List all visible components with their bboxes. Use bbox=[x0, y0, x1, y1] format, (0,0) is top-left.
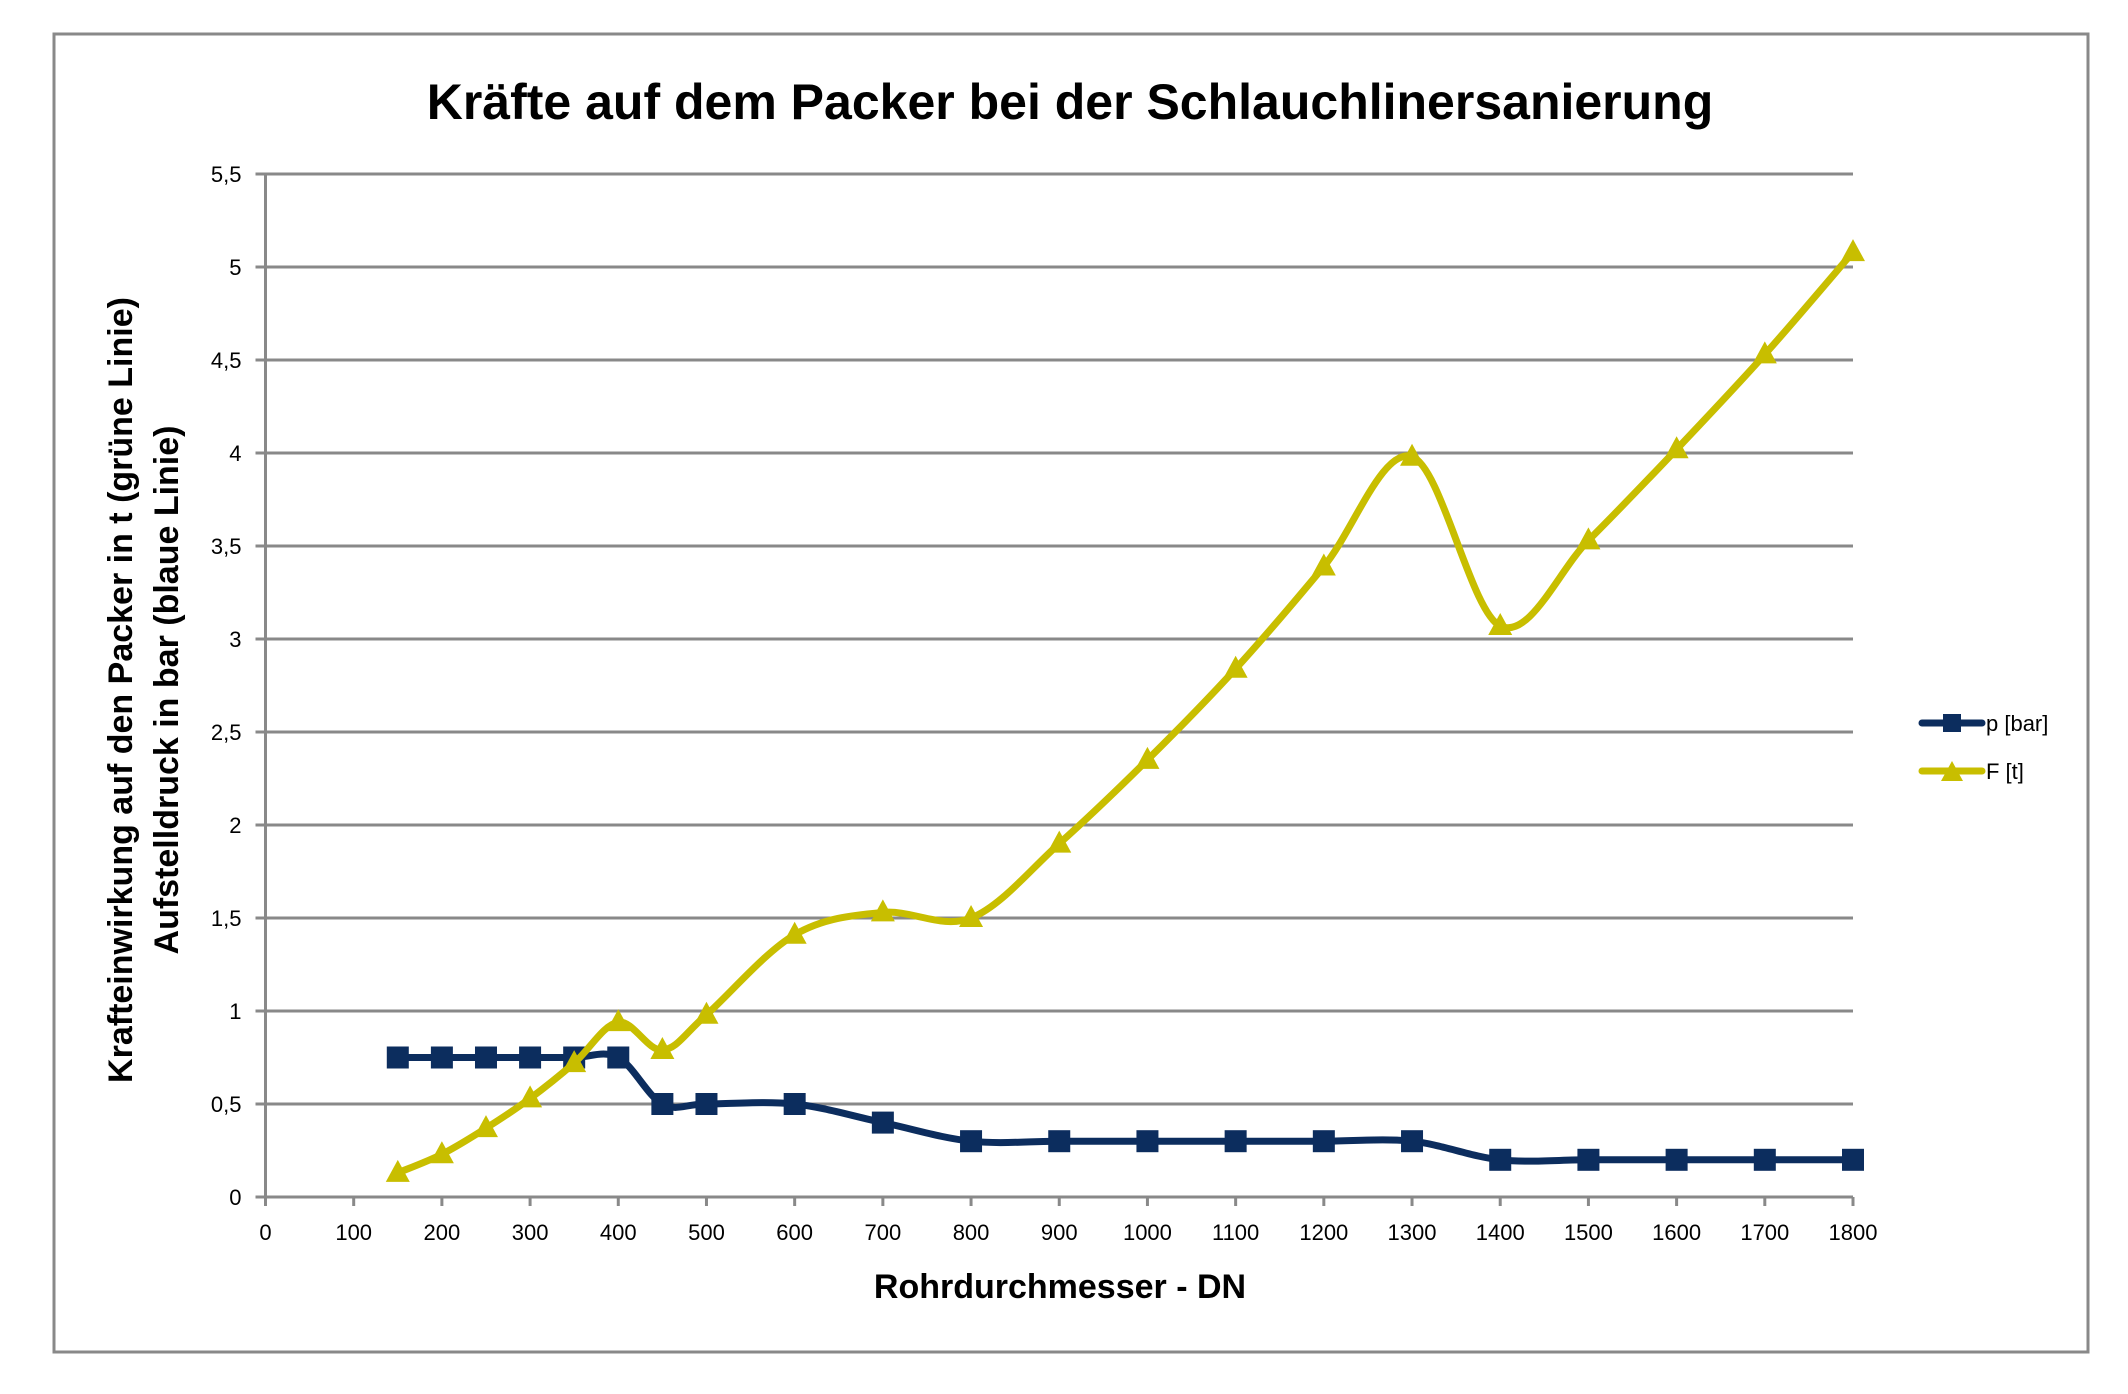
data-point-triangle bbox=[518, 1085, 543, 1108]
data-point-square bbox=[695, 1093, 718, 1115]
data-point-square bbox=[651, 1093, 674, 1115]
data-point-triangle bbox=[782, 921, 807, 944]
x-tick-label: 800 bbox=[953, 1220, 990, 1245]
data-point-square bbox=[1753, 1148, 1776, 1171]
legend-item-p[interactable]: p [bar] bbox=[1918, 711, 2048, 736]
x-axis-title: Rohrdurchmesser - DN bbox=[874, 1268, 1246, 1306]
data-point-square bbox=[1489, 1148, 1512, 1171]
data-point-square bbox=[1577, 1148, 1600, 1171]
x-tick-label: 1200 bbox=[1299, 1220, 1348, 1245]
data-point-triangle bbox=[1488, 612, 1513, 635]
y-axis-title-line-2: Aufstelldruck in bar (blaue Linie) bbox=[148, 426, 186, 955]
x-tick-label: 400 bbox=[600, 1220, 637, 1245]
x-tick-label: 100 bbox=[335, 1220, 372, 1245]
x-tick-label: 500 bbox=[688, 1220, 725, 1245]
x-tick-label: 1800 bbox=[1829, 1220, 1878, 1245]
data-point-square bbox=[607, 1046, 630, 1069]
x-tick-label: 700 bbox=[865, 1220, 902, 1245]
legend-label-p: p [bar] bbox=[1986, 711, 2048, 736]
data-point-triangle bbox=[1047, 830, 1072, 853]
x-tick-labels: 0 100 200 300 400 500 600 700 800 900 1000 1100 1200… bbox=[259, 1220, 1877, 1245]
gridlines bbox=[265, 172, 1853, 1106]
y-tick-label: 1 bbox=[229, 999, 241, 1024]
data-point-square bbox=[960, 1130, 983, 1153]
y-tick-label: 1,5 bbox=[211, 906, 242, 931]
data-point-square bbox=[430, 1046, 453, 1069]
data-point-square bbox=[1665, 1148, 1688, 1171]
data-point-triangle bbox=[959, 905, 984, 927]
series bbox=[385, 239, 1865, 1182]
data-point-triangle bbox=[1576, 527, 1601, 550]
y-tick-label: 2 bbox=[229, 813, 241, 838]
legend-square-marker-icon bbox=[1943, 714, 1961, 732]
series-f-t bbox=[385, 239, 1865, 1182]
data-point-square bbox=[474, 1046, 497, 1069]
y-tick-label: 4,5 bbox=[211, 348, 242, 373]
x-tick-label: 1600 bbox=[1652, 1220, 1701, 1245]
data-point-triangle bbox=[870, 899, 895, 922]
data-point-square bbox=[1224, 1130, 1247, 1153]
x-tick-label: 1400 bbox=[1476, 1220, 1525, 1245]
x-tick-label: 900 bbox=[1041, 1220, 1078, 1245]
x-tick-label: 0 bbox=[259, 1220, 271, 1245]
data-point-triangle bbox=[1311, 553, 1336, 576]
x-tick-label: 200 bbox=[424, 1220, 461, 1245]
x-tick-label: 1000 bbox=[1123, 1220, 1172, 1245]
data-point-square bbox=[1401, 1130, 1424, 1153]
y-tick-labels: 0 0,5 1 1,5 2 2,5 3 3,5 4 4,5 5 5,5 bbox=[211, 162, 242, 1210]
data-point-triangle bbox=[1841, 239, 1865, 262]
data-point-square bbox=[1048, 1130, 1071, 1153]
data-point-triangle bbox=[1752, 341, 1777, 364]
legend: p [bar] F [t] bbox=[1918, 711, 2048, 784]
x-tick-label: 1700 bbox=[1740, 1220, 1789, 1245]
y-tick-label: 0 bbox=[229, 1185, 241, 1210]
data-point-triangle bbox=[650, 1037, 675, 1060]
data-point-triangle bbox=[694, 1001, 719, 1024]
data-point-square bbox=[783, 1093, 806, 1115]
data-point-square bbox=[871, 1111, 894, 1134]
x-tick-label: 300 bbox=[512, 1220, 549, 1245]
legend-triangle-marker-icon bbox=[1941, 761, 1963, 781]
legend-item-f[interactable]: F [t] bbox=[1918, 759, 2024, 784]
data-point-triangle bbox=[473, 1115, 498, 1138]
y-tick-label: 5,5 bbox=[211, 162, 242, 187]
data-point-square bbox=[386, 1046, 409, 1069]
series-p-bar bbox=[386, 1046, 1864, 1171]
data-point-square bbox=[1842, 1148, 1864, 1171]
data-point-square bbox=[1312, 1130, 1335, 1153]
data-point-triangle bbox=[429, 1141, 454, 1164]
y-axis-title: Krafteinwirkung auf den Packer in t (grü… bbox=[102, 297, 186, 1083]
axes bbox=[255, 172, 1855, 1206]
y-axis-title-line-1: Krafteinwirkung auf den Packer in t (grü… bbox=[102, 297, 140, 1083]
data-point-triangle bbox=[385, 1159, 410, 1182]
x-tick-label: 1100 bbox=[1212, 1220, 1259, 1245]
y-tick-label: 4 bbox=[229, 441, 241, 466]
x-tick-label: 1500 bbox=[1564, 1220, 1613, 1245]
data-point-square bbox=[1136, 1130, 1159, 1153]
data-point-triangle bbox=[1400, 443, 1425, 466]
legend-label-f: F [t] bbox=[1986, 759, 2024, 784]
y-tick-label: 2,5 bbox=[211, 720, 242, 745]
x-tick-label: 1300 bbox=[1388, 1220, 1437, 1245]
y-tick-label: 3,5 bbox=[211, 534, 242, 559]
data-point-triangle bbox=[1223, 655, 1248, 678]
y-tick-label: 0,5 bbox=[211, 1092, 242, 1117]
data-point-triangle bbox=[1135, 746, 1160, 769]
y-tick-label: 3 bbox=[229, 627, 241, 652]
y-tick-label: 5 bbox=[229, 255, 241, 280]
data-point-square bbox=[519, 1046, 542, 1069]
chart-frame bbox=[52, 32, 2090, 1354]
data-point-triangle bbox=[606, 1009, 631, 1032]
x-tick-label: 600 bbox=[776, 1220, 813, 1245]
data-point-triangle bbox=[562, 1050, 587, 1073]
data-point-triangle bbox=[1664, 436, 1689, 459]
chart-title: Kräfte auf dem Packer bei der Schlauchli… bbox=[427, 74, 1714, 130]
